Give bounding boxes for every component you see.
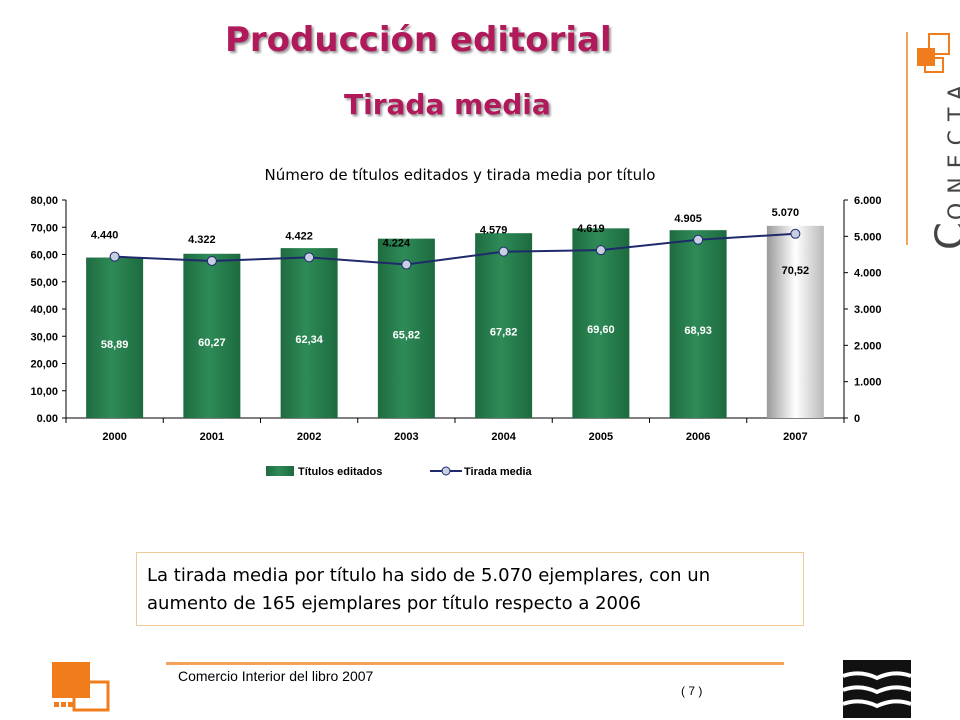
bar-data-label: 70,52 bbox=[782, 265, 810, 277]
bar bbox=[766, 225, 824, 418]
left-tick-label: 50,00 bbox=[30, 277, 58, 289]
x-tick-label: 2003 bbox=[394, 431, 418, 443]
legend-swatch-bar bbox=[266, 466, 294, 476]
bar bbox=[86, 257, 144, 418]
bar-data-label: 69,60 bbox=[587, 324, 615, 336]
right-tick-label: 0 bbox=[854, 413, 860, 425]
x-tick-label: 2007 bbox=[783, 431, 807, 443]
bar bbox=[183, 253, 241, 418]
line-data-label: 4.579 bbox=[480, 225, 508, 237]
books-logo bbox=[843, 660, 911, 718]
page-subtitle: Tirada media bbox=[344, 88, 551, 121]
line-data-label: 4.422 bbox=[285, 230, 313, 242]
bar-data-label: 62,34 bbox=[295, 334, 323, 346]
line-point bbox=[790, 228, 801, 239]
bar-series: 58,89 60,27 62,34 65,82 67,82 69,60 68,93 70,52 bbox=[86, 225, 824, 418]
line-data-label: 5.070 bbox=[772, 207, 800, 219]
page-number: ( 7 ) bbox=[681, 684, 703, 698]
chart-title: Número de títulos editados y tirada medi… bbox=[265, 166, 656, 184]
right-tick-label: 1.000 bbox=[854, 377, 882, 389]
line-point bbox=[693, 234, 704, 245]
line-point bbox=[401, 259, 412, 270]
line-point bbox=[109, 251, 120, 262]
bar bbox=[475, 233, 533, 418]
right-tick-label: 4.000 bbox=[854, 268, 882, 280]
page-title: Producción editorial bbox=[225, 20, 612, 60]
bar-data-label: 58,89 bbox=[101, 339, 129, 351]
bar-data-label: 60,27 bbox=[198, 337, 226, 349]
left-tick-label: 30,00 bbox=[30, 331, 58, 343]
x-tick-label: 2006 bbox=[686, 431, 710, 443]
orange-squares-logo bbox=[52, 662, 110, 712]
left-axis: 0.00 10,00 20,00 30,00 40,00 50,00 60,00 70,00 8… bbox=[30, 195, 67, 425]
bar-data-label: 68,93 bbox=[684, 325, 712, 337]
x-tick-label: 2005 bbox=[589, 431, 613, 443]
brand-rest: ONECTA bbox=[945, 76, 960, 221]
line-point bbox=[304, 252, 315, 263]
line-data-label: 4.322 bbox=[188, 234, 216, 246]
bar bbox=[572, 228, 630, 418]
right-tick-label: 3.000 bbox=[854, 304, 882, 316]
right-axis: 0 1.000 2.000 3.000 4.000 5.000 6.000 bbox=[843, 195, 882, 425]
chart-legend: Títulos editados Tirada media bbox=[266, 466, 533, 478]
line-point bbox=[206, 255, 217, 266]
brand-initial: C bbox=[928, 220, 960, 250]
left-tick-label: 60,00 bbox=[30, 250, 58, 262]
right-tick-label: 6.000 bbox=[854, 195, 882, 207]
right-tick-label: 2.000 bbox=[854, 340, 882, 352]
bar bbox=[669, 230, 727, 418]
legend-swatch-marker bbox=[441, 466, 451, 476]
left-tick-label: 80,00 bbox=[30, 195, 58, 207]
summary-note: La tirada media por título ha sido de 5.… bbox=[136, 552, 804, 626]
x-axis: 2000 2001 2002 2003 2004 2005 2006 2007 bbox=[65, 418, 845, 443]
line-data-label: 4.440 bbox=[91, 230, 119, 242]
bar-data-label: 67,82 bbox=[490, 327, 518, 339]
line-series: 4.440 4.322 4.422 4.224 4.579 4.619 4.905 5.070 bbox=[91, 207, 801, 270]
line-point bbox=[595, 245, 606, 256]
chart: Número de títulos editados y tirada medi… bbox=[30, 166, 882, 478]
footer-text: Comercio Interior del libro 2007 bbox=[178, 668, 374, 684]
x-tick-label: 2004 bbox=[491, 431, 516, 443]
left-tick-label: 40,00 bbox=[30, 304, 58, 316]
left-tick-label: 20,00 bbox=[30, 359, 58, 371]
line-data-label: 4.619 bbox=[577, 223, 605, 235]
line-data-label: 4.224 bbox=[383, 238, 411, 250]
bar-data-label: 65,82 bbox=[393, 329, 421, 341]
left-tick-label: 10,00 bbox=[30, 386, 58, 398]
x-tick-label: 2000 bbox=[102, 431, 126, 443]
left-tick-label: 70,00 bbox=[30, 222, 58, 234]
x-tick-label: 2002 bbox=[297, 431, 321, 443]
legend-label-bars: Títulos editados bbox=[298, 466, 382, 478]
legend-label-line: Tirada media bbox=[464, 466, 533, 478]
conecta-logo-squares bbox=[906, 32, 950, 245]
right-tick-label: 5.000 bbox=[854, 231, 882, 243]
series-line bbox=[114, 232, 796, 266]
bar bbox=[280, 248, 338, 418]
x-tick-label: 2001 bbox=[200, 431, 224, 443]
line-point bbox=[498, 246, 509, 257]
brand-wordmark: CONECTA bbox=[928, 76, 960, 250]
left-tick-label: 0.00 bbox=[37, 413, 58, 425]
line-data-label: 4.905 bbox=[674, 213, 702, 225]
footer-divider bbox=[166, 662, 784, 665]
